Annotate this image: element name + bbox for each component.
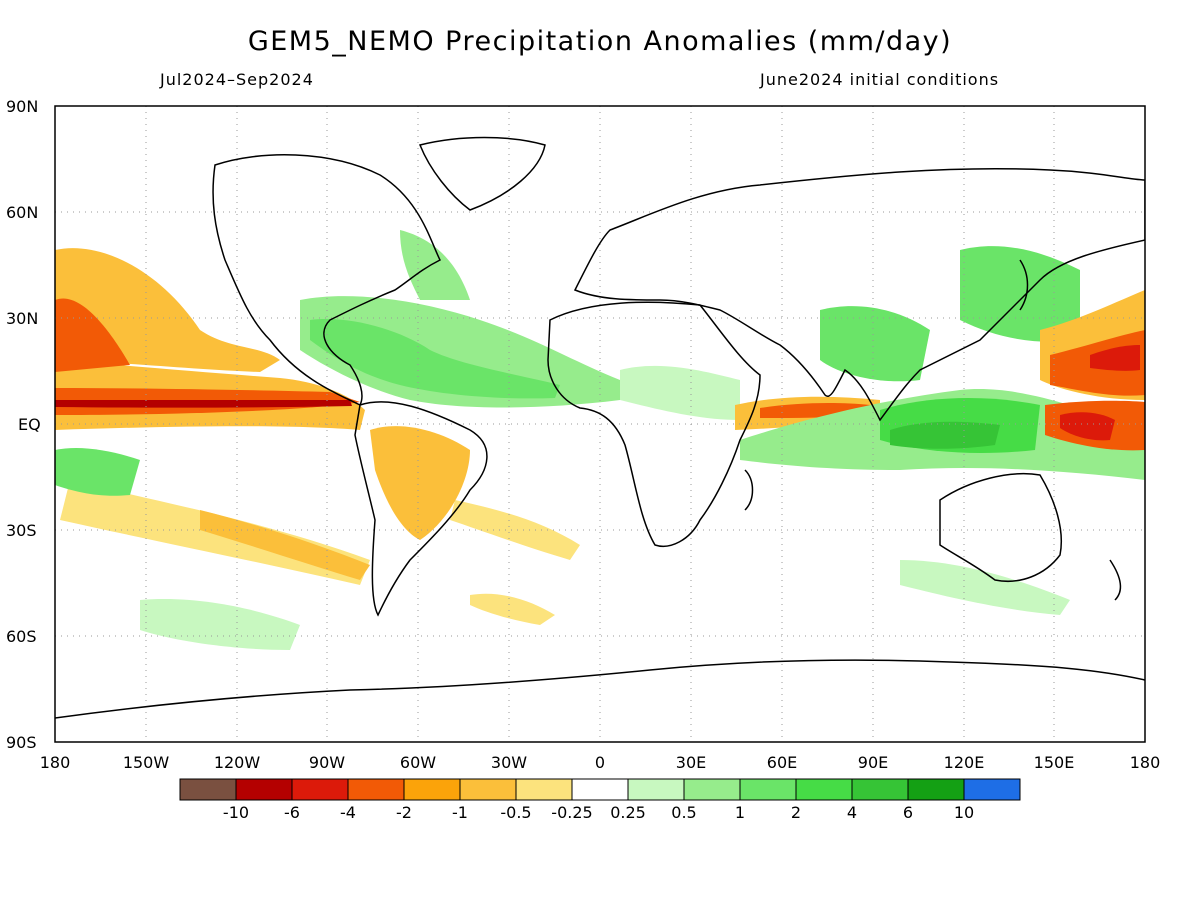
lon-label-30e: 30E [676, 753, 706, 772]
lat-label-30s: 30S [6, 521, 37, 540]
colorbar-label: -10 [223, 803, 249, 822]
colorbar-swatch [571, 778, 629, 801]
colorbar-swatch [627, 778, 685, 801]
forecast-period: Jul2024–Sep2024 [160, 70, 314, 89]
colorbar-swatch [235, 778, 293, 801]
southern-ocean-surplus [900, 560, 1070, 615]
colorbar-swatch [403, 778, 461, 801]
colorbar-label: 0.25 [610, 803, 646, 822]
maritime-continent-surplus [960, 246, 1080, 342]
colorbar-label: 4 [847, 803, 857, 822]
atlantic-surplus [400, 230, 470, 300]
colorbar-label: 6 [903, 803, 913, 822]
pacific-itcz-core [55, 400, 352, 408]
lon-label-90e: 90E [858, 753, 888, 772]
colorbar-label: 0.5 [671, 803, 696, 822]
madagascar-coast [744, 469, 754, 511]
colorbar-swatch [179, 778, 237, 801]
colorbar-swatch [347, 778, 405, 801]
new-zealand-coast [1109, 559, 1122, 601]
lon-label-60e: 60E [767, 753, 797, 772]
lat-label-90s: 90S [6, 733, 37, 752]
southern-ocean-surplus [140, 599, 300, 650]
graticule [55, 106, 1145, 742]
lon-label-60w: 60W [400, 753, 436, 772]
south-america-deficit [370, 426, 470, 540]
australia-coast [939, 472, 1063, 582]
caribbean-surplus [300, 296, 620, 408]
colorbar-swatch [739, 778, 797, 801]
anomaly-shading [55, 230, 1145, 650]
colorbar-label: -2 [396, 803, 412, 822]
colorbar-label: -4 [340, 803, 356, 822]
lon-label-150w: 150W [123, 753, 170, 772]
eurasia-coast [573, 167, 1145, 422]
lat-label-60s: 60S [6, 627, 37, 646]
colorbar-label: 1 [735, 803, 745, 822]
colorbar-label: -0.25 [551, 803, 592, 822]
maritime-continent-surplus [820, 306, 930, 382]
colorbar-label: -6 [284, 803, 300, 822]
lon-label-30w: 30W [491, 753, 527, 772]
maritime-continent-surplus [890, 421, 1000, 449]
antarctica-coast [55, 659, 1145, 719]
colorbar-label: -0.5 [500, 803, 531, 822]
lat-label-60n: 60N [6, 203, 38, 222]
lon-label-180e: 180 [1130, 753, 1161, 772]
colorbar-swatch [963, 778, 1021, 801]
lon-label-120w: 120W [214, 753, 261, 772]
initial-conditions: June2024 initial conditions [760, 70, 1000, 89]
north-america-coast [212, 154, 442, 407]
pacific-surplus [55, 448, 140, 496]
page-title: GEM5_NEMO Precipitation Anomalies (mm/da… [247, 26, 953, 57]
longitude-axis: 180 150W 120W 90W 60W 30W 0 30E 60E 90E … [40, 753, 1161, 772]
west-pacific-core [1060, 412, 1115, 441]
colorbar-labels: -10 -6 -4 -2 -1 -0.5 -0.25 0.25 0.5 1 2 … [223, 803, 974, 822]
south-america-coast [354, 401, 488, 617]
greenland-coast [418, 136, 546, 211]
latitude-axis: 90N 60N 30N EQ 30S 60S 90S [6, 97, 41, 752]
west-pacific-core [1090, 345, 1140, 371]
japan-coast [1019, 259, 1029, 311]
south-pacific-deficit [450, 500, 580, 560]
colorbar-label: 10 [954, 803, 974, 822]
south-pacific-deficit [470, 593, 555, 625]
colorbar [179, 778, 1021, 801]
lat-label-30n: 30N [6, 309, 38, 328]
lon-label-90w: 90W [309, 753, 345, 772]
lon-label-180w: 180 [40, 753, 71, 772]
colorbar-swatch [515, 778, 573, 801]
lat-label-90n: 90N [6, 97, 38, 116]
colorbar-swatch [683, 778, 741, 801]
lon-label-0: 0 [595, 753, 605, 772]
map-border [54, 105, 1146, 743]
colorbar-swatch [907, 778, 965, 801]
atlantic-surplus [620, 365, 740, 420]
colorbar-swatch [795, 778, 853, 801]
lat-label-eq: EQ [18, 415, 41, 434]
colorbar-swatch [851, 778, 909, 801]
colorbar-label: 2 [791, 803, 801, 822]
lon-label-150e: 150E [1034, 753, 1075, 772]
coastlines [55, 136, 1145, 719]
northeast-pacific-deficit [55, 298, 130, 372]
caribbean-surplus [310, 319, 560, 399]
colorbar-swatch [459, 778, 517, 801]
colorbar-swatch [291, 778, 349, 801]
africa-coast [547, 301, 761, 547]
colorbar-label: -1 [452, 803, 468, 822]
lon-label-120e: 120E [944, 753, 985, 772]
